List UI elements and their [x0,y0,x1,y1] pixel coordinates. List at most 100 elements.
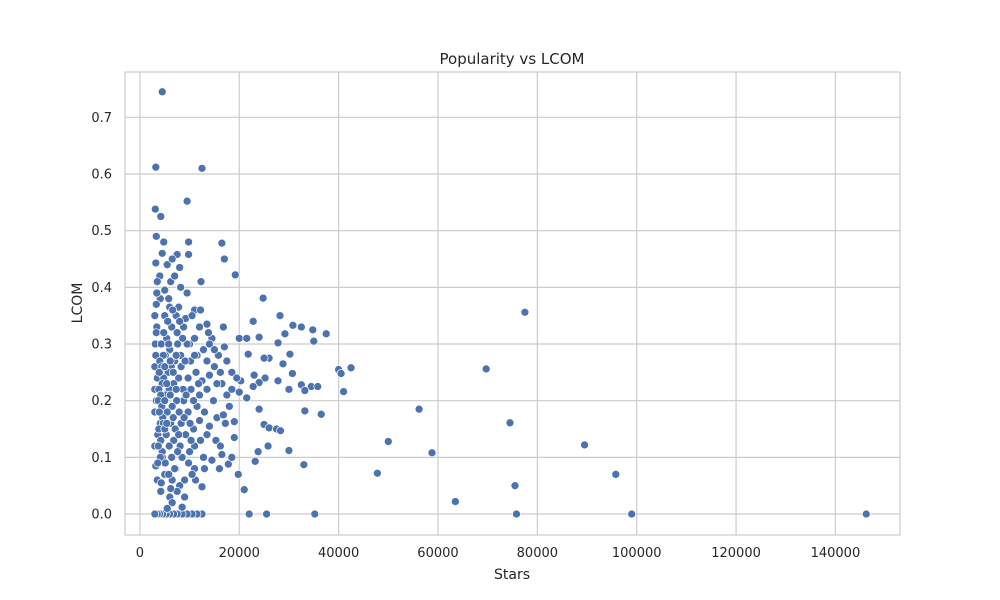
data-point [190,351,199,360]
data-point [308,325,318,335]
data-point [172,396,182,406]
data-point [152,288,162,298]
data-point [162,504,172,513]
data-point [520,307,530,317]
data-point [627,509,637,519]
data-point [346,363,356,373]
data-point [184,458,193,468]
data-point [194,379,203,389]
data-point [162,419,172,428]
data-point [234,334,244,343]
data-point [197,163,207,173]
data-point [157,248,167,258]
y-tick-label: 0.3 [91,338,112,353]
data-point [176,282,185,292]
data-point [196,277,206,287]
data-point [313,382,323,391]
data-point [177,502,187,512]
data-point [227,385,237,394]
data-point [285,349,295,359]
data-point [152,277,162,287]
data-point [170,464,180,474]
data-point [174,430,184,440]
data-point [160,396,170,406]
data-point [259,353,269,363]
data-point [210,362,219,372]
x-tick-label: 80000 [517,546,558,561]
data-point [189,396,198,406]
data-point [197,482,207,492]
data-point [224,402,234,411]
data-point [174,373,184,383]
y-tick-labels: 0.0 0.1 0.2 0.3 0.4 0.5 0.6 0.7 [91,111,112,523]
data-point [580,440,589,450]
data-point [162,260,172,270]
data-point [182,339,192,349]
data-point [216,368,225,377]
data-point [180,492,189,502]
data-point [195,322,204,332]
data-point [248,382,258,391]
data-point [150,509,160,519]
data-point [264,423,274,433]
data-point [151,328,161,338]
data-point [164,294,174,304]
data-point [153,441,163,451]
data-point [234,387,244,397]
data-point [243,349,253,359]
data-point [250,456,260,466]
data-point [191,368,201,377]
y-axis-label: LCOM [70,283,86,324]
data-point [200,407,209,417]
data-point [156,339,166,349]
data-point [209,396,218,406]
data-point [187,470,197,479]
x-tick-label: 100000 [612,546,662,561]
x-axis-label: Stars [494,567,530,583]
data-point [164,441,174,451]
data-point [216,441,225,451]
x-tick-label: 0 [136,546,144,561]
data-point [182,196,192,206]
data-point [167,453,177,462]
data-point [239,485,249,495]
data-point [195,416,204,425]
data-point [451,497,460,506]
x-tick-label: 40000 [318,546,359,561]
data-point [202,356,212,366]
data-point [180,475,189,485]
data-point [611,470,621,479]
data-point [262,509,271,519]
data-point [373,468,382,478]
data-point [181,390,191,400]
data-point [242,334,252,343]
data-point [168,305,178,315]
data-point [162,379,172,389]
data-point [217,450,227,459]
data-point [173,339,183,349]
data-point [175,263,184,272]
y-tick-label: 0.4 [91,281,112,296]
data-point [164,339,174,349]
y-tick-label: 0.2 [91,394,112,409]
data-point [254,404,264,414]
data-point [205,370,214,380]
data-point [199,453,208,462]
data-point [229,417,239,427]
data-point [220,254,229,264]
data-point [202,430,212,440]
data-point [258,293,268,303]
data-point [229,433,239,442]
data-point [861,509,871,519]
data-point [187,311,197,321]
data-point [173,447,183,457]
data-point [186,436,196,445]
plot-frame [124,71,901,536]
data-point [184,250,193,259]
data-point [156,212,166,221]
data-point [159,328,169,338]
y-tick-label: 0.7 [91,111,112,126]
data-point [300,406,310,416]
data-point [153,458,163,468]
